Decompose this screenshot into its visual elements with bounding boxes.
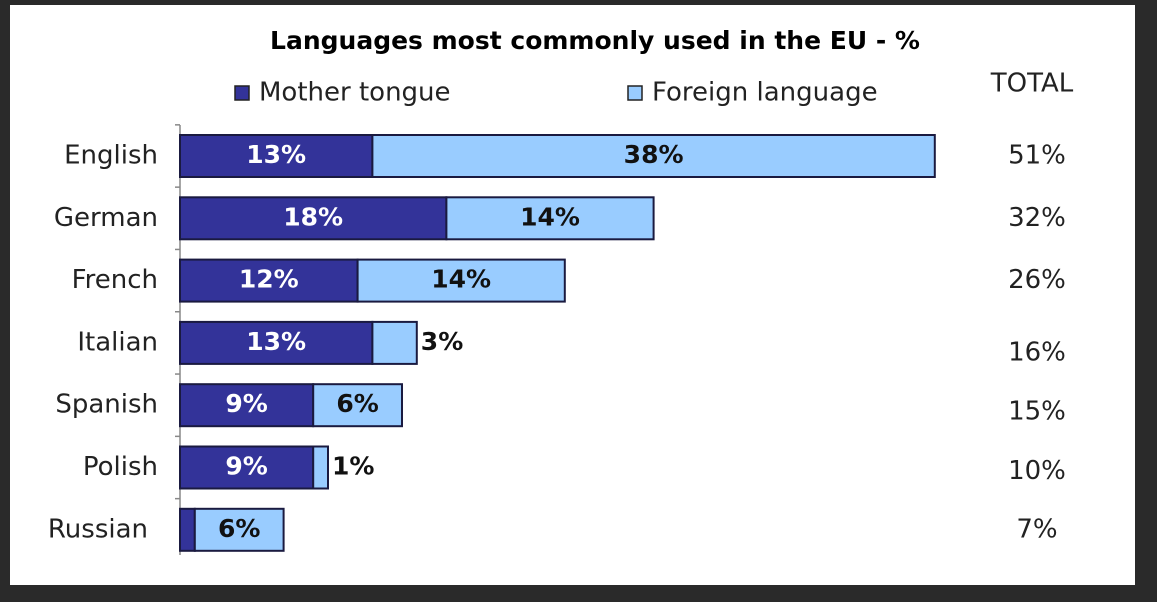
category-label: Italian: [77, 327, 158, 357]
data-label: 12%: [239, 265, 299, 294]
data-label: 9%: [225, 452, 267, 481]
category-label: French: [72, 265, 158, 295]
category-label: Polish: [83, 452, 158, 482]
bar-segment: [356, 258, 566, 303]
total-header: TOTAL: [990, 69, 1074, 99]
bar-segment: [179, 445, 315, 490]
bar-segment: [312, 383, 404, 428]
data-label: 1%: [332, 452, 374, 481]
category-label: Spanish: [55, 390, 158, 420]
data-label: 3%: [421, 327, 463, 356]
total-label: 7%: [1016, 514, 1057, 544]
data-label: 14%: [520, 202, 580, 231]
data-label: 38%: [624, 140, 684, 169]
legend-label: Foreign language: [652, 78, 878, 108]
total-label: 10%: [1008, 456, 1066, 486]
chart-title: Languages most commonly used in the EU -…: [270, 26, 920, 55]
data-label: 13%: [246, 327, 306, 356]
legend-swatch: [234, 85, 250, 101]
data-label: 18%: [283, 202, 343, 231]
data-label: 13%: [246, 140, 306, 169]
data-label: 6%: [336, 389, 378, 418]
total-label: 51%: [1008, 141, 1066, 171]
total-label: 32%: [1008, 203, 1066, 233]
bar-segment: [371, 134, 936, 178]
bar-segment: [179, 320, 374, 365]
legend-label: Mother tongue: [259, 78, 451, 108]
total-label: 26%: [1008, 265, 1066, 295]
bar-segment: [179, 134, 374, 178]
legend-swatch: [627, 85, 643, 101]
bar-segment: [179, 507, 196, 552]
bar-segment: [445, 196, 655, 241]
category-label: German: [54, 203, 158, 233]
data-label: 6%: [218, 514, 260, 543]
total-label: 15%: [1008, 397, 1066, 427]
bar-segment: [179, 258, 359, 303]
total-label: 16%: [1008, 337, 1066, 367]
bar-segment: [179, 196, 448, 241]
bar-segment: [312, 445, 330, 490]
category-label: English: [64, 141, 158, 171]
bar-segment: [371, 320, 418, 365]
category-label: Russian: [48, 514, 148, 544]
bar-segment: [193, 507, 285, 552]
data-label: 14%: [431, 265, 491, 294]
data-label: 9%: [225, 389, 267, 418]
